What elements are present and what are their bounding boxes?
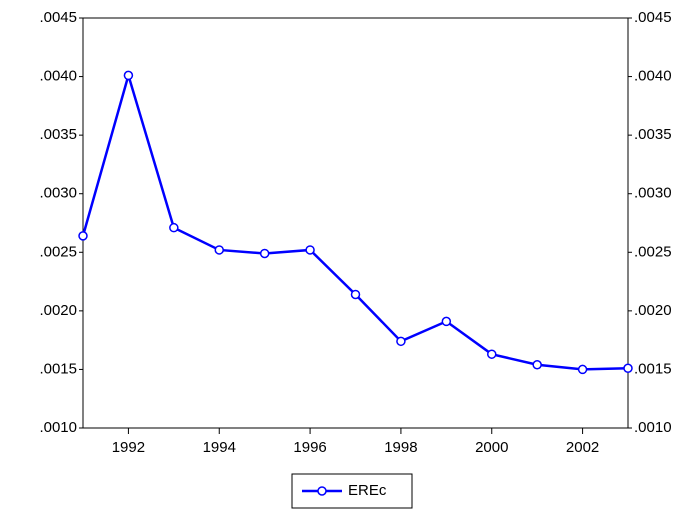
data-point [169,222,179,233]
y-tick-label: .0020 [39,302,77,319]
y2-tick-label: .0045 [634,9,672,26]
x-tick-label: 1998 [384,439,417,456]
legend-marker [317,486,327,496]
y2-tick-label: .0035 [634,126,672,143]
x-tick-label: 1994 [203,439,236,456]
x-tick-label: 1996 [293,439,326,456]
data-point [123,70,134,81]
x-tick-label: 1992 [112,439,145,456]
x-tick-label: 2002 [566,439,599,456]
data-point [305,245,315,255]
y2-tick-label: .0025 [634,243,672,260]
y-tick-label: .0035 [39,126,77,143]
y-tick-label: .0015 [39,360,77,377]
data-point [396,336,406,347]
y2-tick-label: .0010 [634,419,672,436]
data-point [577,364,588,375]
y-tick-label: .0045 [39,9,77,26]
legend-label: EREc [348,482,387,499]
y2-tick-label: .0015 [634,360,672,377]
data-point [214,245,224,255]
y-tick-label: .0030 [39,185,77,202]
y-tick-label: .0010 [39,419,77,436]
data-point [532,359,542,370]
data-point [623,363,633,374]
data-point [487,349,497,359]
data-point [441,316,452,327]
y2-tick-label: .0040 [634,68,672,85]
x-tick-label: 2000 [475,439,508,456]
y2-tick-label: .0020 [634,302,672,319]
y-tick-label: .0025 [39,243,77,260]
series-line [81,70,629,371]
y2-tick-label: .0030 [634,185,672,202]
plot-frame [82,17,629,429]
data-point [350,289,361,300]
y-tick-label: .0040 [39,68,77,85]
data-point [78,231,88,241]
data-point [259,248,270,259]
